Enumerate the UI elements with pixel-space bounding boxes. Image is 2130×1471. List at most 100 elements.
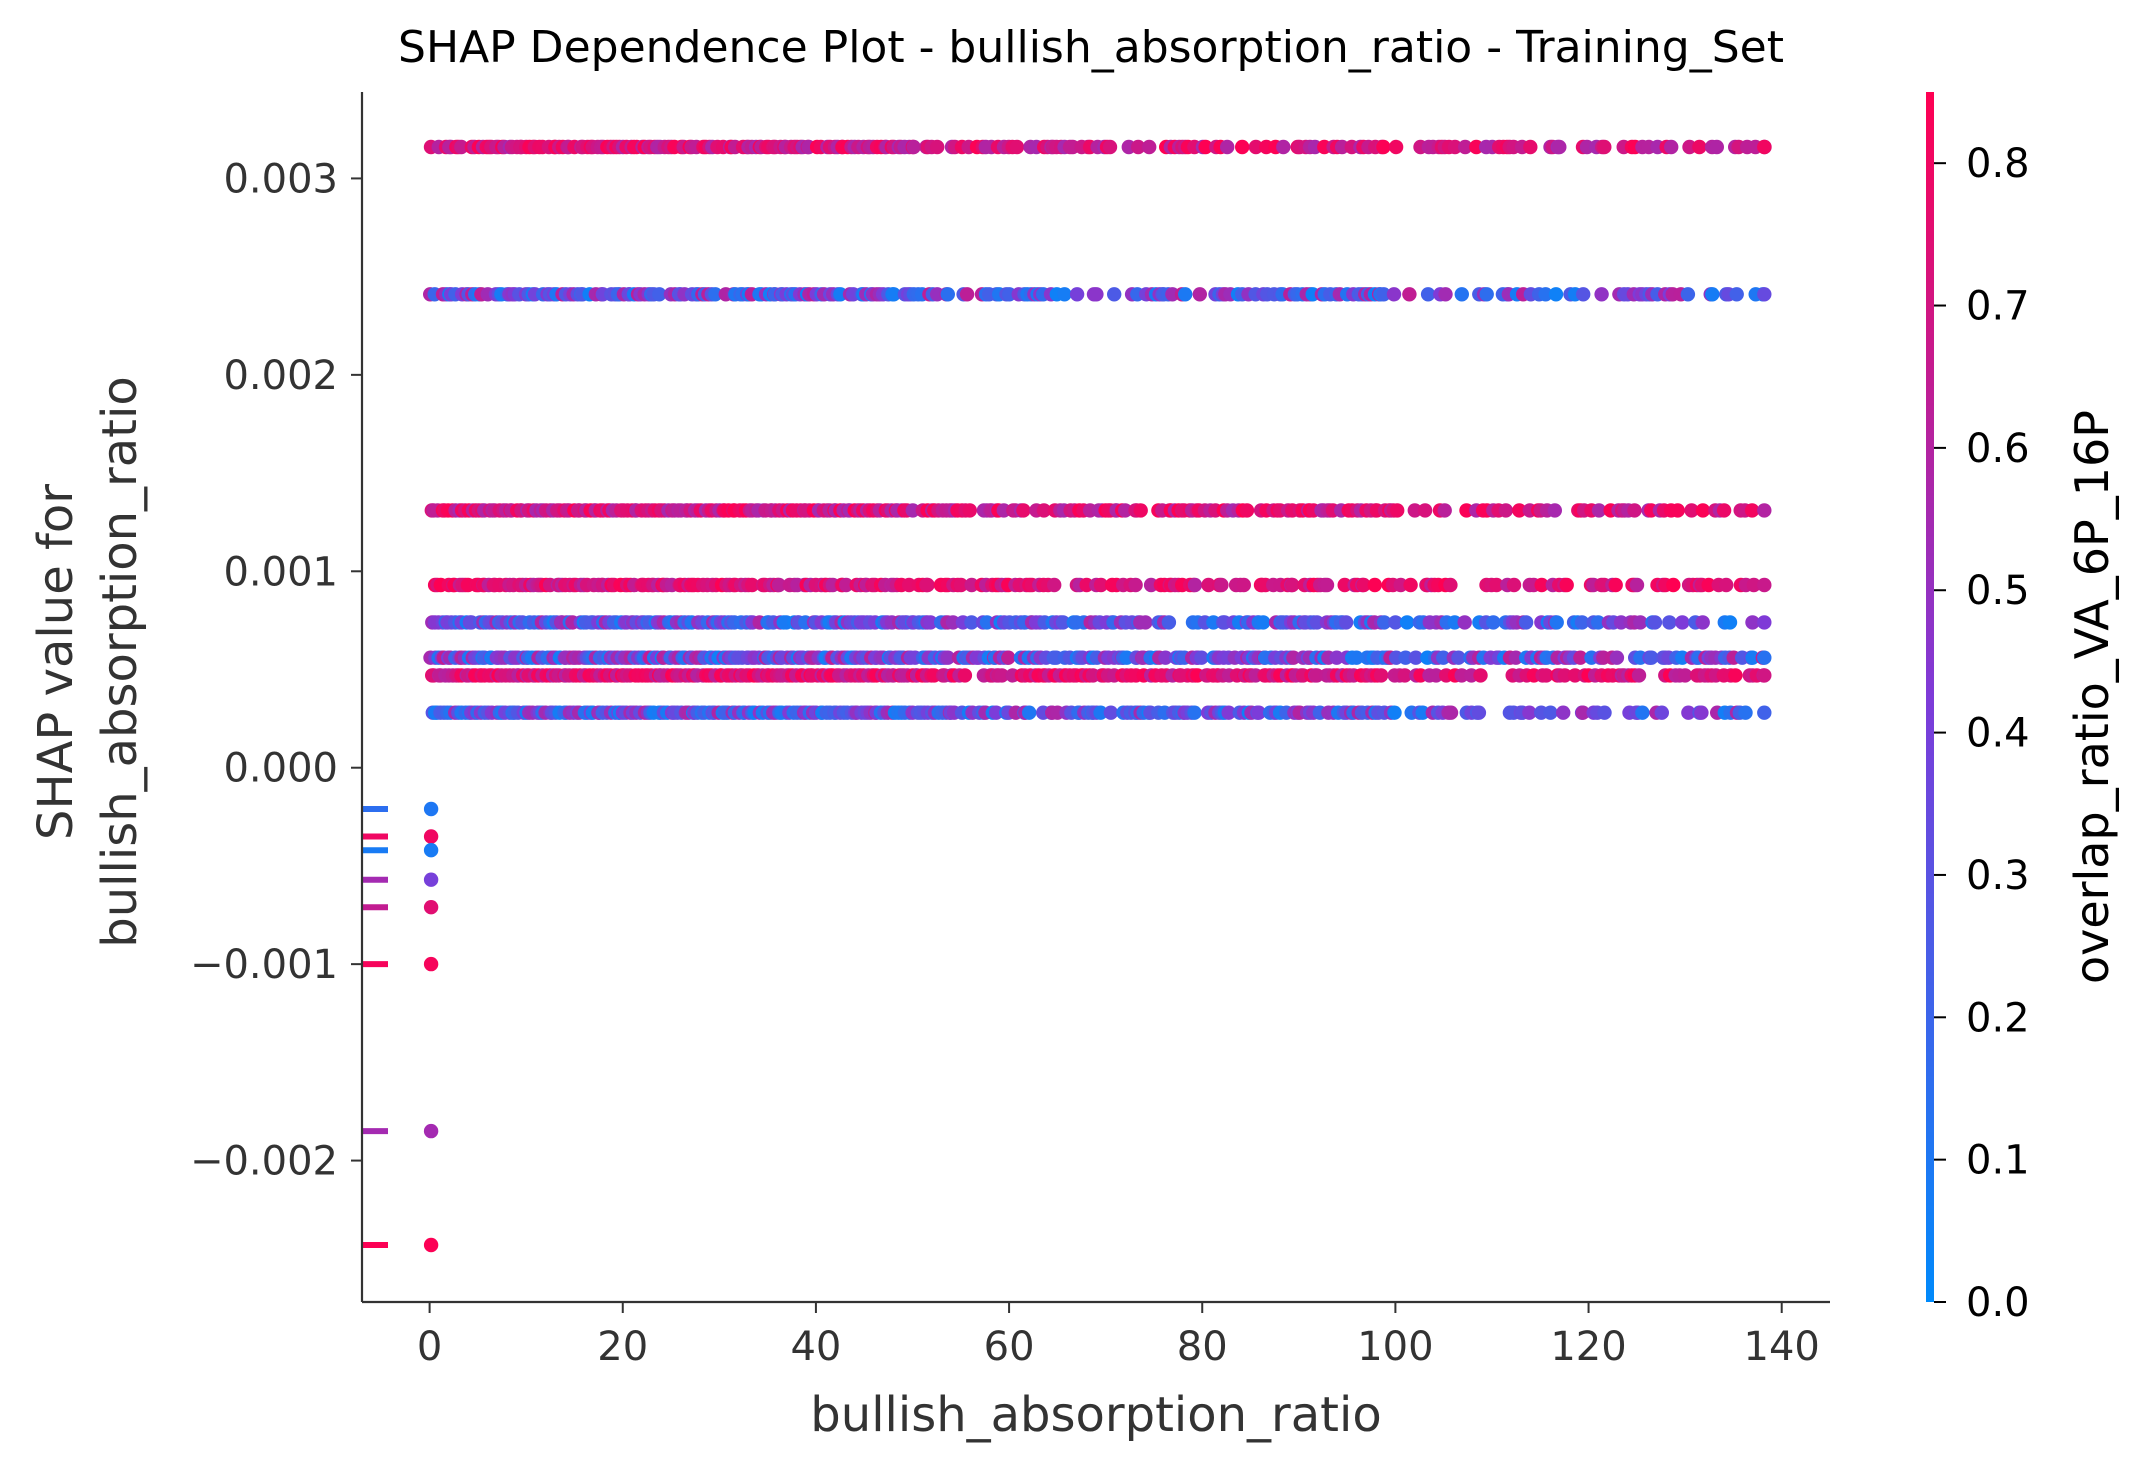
scatter-point xyxy=(1187,577,1203,593)
scatter-point xyxy=(1757,139,1772,155)
scatter-point xyxy=(1539,668,1554,683)
scatter-point xyxy=(1194,650,1209,665)
y-tick-label: −0.002 xyxy=(190,1139,338,1185)
scatter-point xyxy=(1728,668,1743,683)
scatter-point xyxy=(1757,287,1772,302)
scatter-point xyxy=(1716,503,1732,518)
scatter-point xyxy=(1508,650,1524,665)
scatter-point xyxy=(1021,705,1037,720)
scatter-point xyxy=(1597,139,1612,155)
scatter-point xyxy=(1138,615,1153,630)
scatter-point xyxy=(1107,287,1122,302)
scatter-point xyxy=(1256,615,1271,630)
scatter-point xyxy=(1547,503,1563,518)
scatter-point xyxy=(1356,577,1371,593)
scatter-point xyxy=(1158,650,1173,665)
scatter-point xyxy=(1746,577,1762,593)
scatter-point xyxy=(1573,650,1588,665)
scatter-point xyxy=(1719,577,1734,593)
scatter-point xyxy=(1744,503,1760,518)
scatter-point xyxy=(1235,139,1250,155)
scatter-point xyxy=(1695,503,1711,518)
scatter-point xyxy=(423,801,439,817)
colorbar-tick-label: 0.1 xyxy=(1966,1138,2030,1184)
scatter-point xyxy=(423,956,439,972)
scatter-point xyxy=(1609,650,1625,665)
x-tick-label: 140 xyxy=(1744,1324,1820,1370)
scatter-point xyxy=(1329,650,1344,665)
scatter-point xyxy=(1591,503,1607,518)
y-tick-label: 0.002 xyxy=(223,353,338,399)
y-axis-ticks: −0.002 −0.001 0.000 0.001 0.002 0.003 xyxy=(190,156,362,1185)
scatter-point xyxy=(1408,650,1424,665)
scatter-point xyxy=(1633,615,1648,630)
scatter-point xyxy=(1471,705,1487,720)
scatter-point xyxy=(953,577,969,593)
scatter-point xyxy=(1591,615,1606,630)
scatter-point xyxy=(423,829,439,844)
scatter-point xyxy=(1047,577,1062,593)
scatter-point xyxy=(1001,650,1016,665)
scatter-point xyxy=(1436,650,1451,665)
scatter-point xyxy=(1367,577,1383,593)
scatter-point xyxy=(1192,287,1208,302)
colorbar-tick-label: 0.8 xyxy=(1966,141,2030,187)
scatter-point xyxy=(1443,577,1458,593)
scatter-point xyxy=(1386,287,1402,302)
scatter-point xyxy=(1447,139,1463,155)
scatter-point xyxy=(1695,615,1710,630)
scatter-point xyxy=(940,650,956,665)
scatter-point xyxy=(1093,705,1108,720)
scatter-point xyxy=(1377,615,1392,630)
scatter-point xyxy=(1664,139,1679,155)
scatter-point xyxy=(1403,577,1418,593)
scatter-point xyxy=(1506,577,1522,593)
scatter-point xyxy=(1556,705,1571,720)
scatter-point xyxy=(1694,705,1709,720)
colorbar-tick-label: 0.7 xyxy=(1966,284,2030,330)
scatter-point xyxy=(1214,577,1229,593)
scatter-point xyxy=(1337,577,1352,593)
scatter-point xyxy=(423,1123,439,1139)
scatter-point xyxy=(1705,287,1720,302)
scatter-point xyxy=(1276,139,1291,155)
scatter-point xyxy=(1548,287,1564,302)
x-axis-label: bullish_absorption_ratio xyxy=(810,1387,1381,1443)
scatter-point xyxy=(1576,287,1591,302)
scatter-point xyxy=(1709,139,1725,155)
colorbar xyxy=(1926,92,1934,1302)
scatter-point xyxy=(1438,287,1453,302)
scatter-point xyxy=(1388,615,1403,630)
scatter-point xyxy=(1684,503,1699,518)
scatter-point xyxy=(1390,503,1405,518)
scatter-point xyxy=(1647,615,1663,630)
scatter-point xyxy=(1681,705,1696,720)
colorbar-label: overlap_ratio_VA_6P_16P xyxy=(2065,410,2119,984)
scatter-point xyxy=(1557,668,1573,683)
scatter-point xyxy=(1187,705,1202,720)
scatter-point xyxy=(1549,615,1564,630)
scatter-point xyxy=(1757,650,1772,665)
scatter-point xyxy=(1319,577,1335,593)
scatter-point xyxy=(1309,615,1325,630)
scatter-point xyxy=(1635,705,1650,720)
scatter-point xyxy=(979,615,995,630)
scatter-point xyxy=(1559,577,1574,593)
scatter-point xyxy=(839,577,854,593)
scatter-point xyxy=(1757,503,1772,518)
scatter-point xyxy=(708,287,723,302)
x-tick-label: 0 xyxy=(417,1324,442,1370)
y-tick-label: 0.000 xyxy=(223,746,338,792)
scatter-point xyxy=(1399,615,1415,630)
scatter-point xyxy=(1682,139,1697,155)
scatter-point xyxy=(1523,139,1538,155)
colorbar-tick-label: 0.0 xyxy=(1966,1280,2030,1326)
scatter-point xyxy=(1680,287,1696,302)
scatter-point xyxy=(1654,705,1670,720)
scatter-point xyxy=(744,577,760,593)
scatter-point xyxy=(1597,705,1612,720)
y-tick-label: 0.001 xyxy=(223,549,338,595)
scatter-point xyxy=(1627,503,1642,518)
scatter-point xyxy=(1534,577,1549,593)
colorbar-tick-label: 0.6 xyxy=(1966,426,2030,472)
